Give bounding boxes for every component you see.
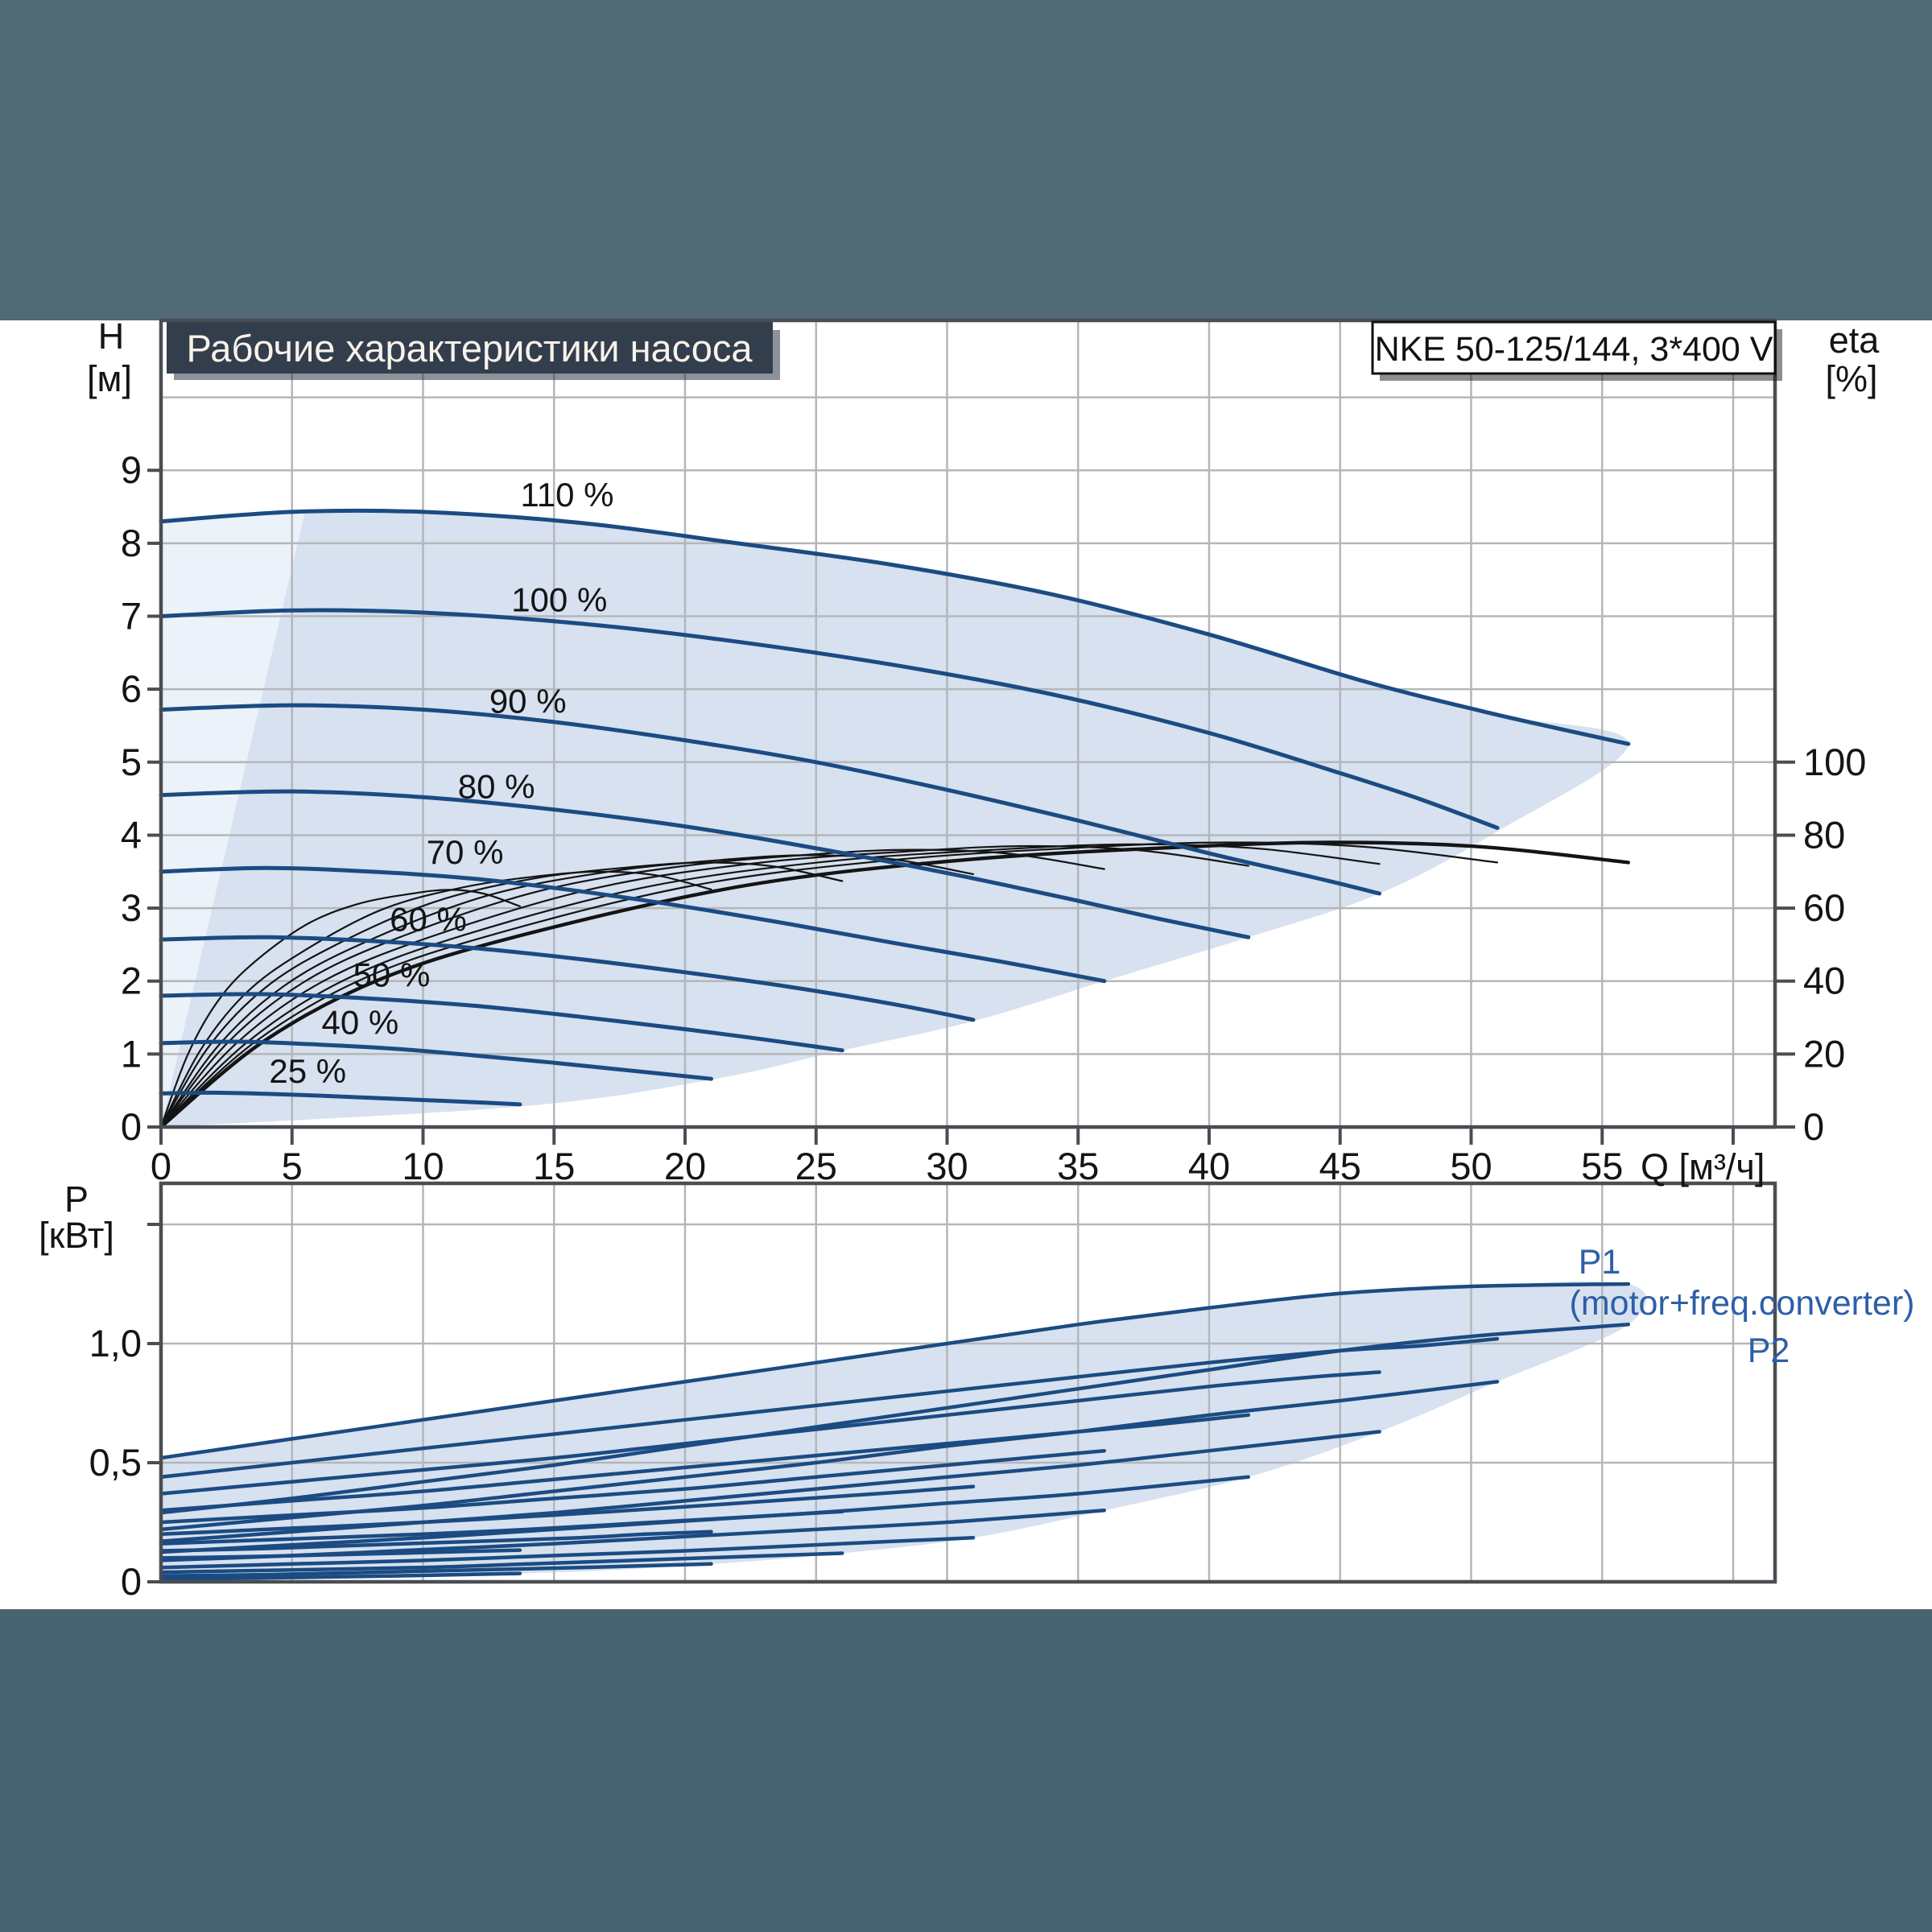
p1-curve-25% (159, 1548, 522, 1560)
p-tick-label: 0 (121, 1560, 142, 1603)
p1-curve-110% (159, 1282, 1631, 1460)
head-curve-110% (159, 508, 1631, 746)
pump-box-background (1371, 320, 1777, 375)
q-tick-label: 55 (1581, 1145, 1623, 1187)
eta-tick-label: 80 (1803, 813, 1845, 856)
efficiency-curve-50% (159, 861, 844, 1129)
p2-curve-50% (159, 1551, 844, 1575)
p1-curve-60% (159, 1484, 976, 1537)
eta-axis-unit: [%] (1825, 358, 1877, 399)
speed-label: 100 % (511, 581, 607, 619)
eta-axis-name: eta (1829, 320, 1880, 361)
eta-tick-label: 0 (1803, 1105, 1824, 1148)
p-axis-unit: [кВт] (39, 1215, 114, 1256)
p-tick-label: 0,5 (89, 1441, 142, 1484)
head-curve-90% (159, 703, 1382, 896)
p2-curve-25% (159, 1571, 522, 1581)
p2-curve-40% (159, 1562, 713, 1578)
p1-curve-100% (159, 1336, 1500, 1480)
h-axis-unit: [м] (87, 358, 132, 399)
q-tick-label: 30 (926, 1145, 968, 1187)
p1-curve-40% (159, 1530, 713, 1553)
power-chart: 0 0,5 1,0 (89, 1181, 1777, 1603)
p2-curve-60% (159, 1535, 976, 1570)
speed-label: 110 % (521, 476, 614, 514)
q-tick-label: 10 (402, 1145, 444, 1187)
operating-envelope-fill (161, 510, 1629, 1127)
h-tick-label: 2 (121, 960, 142, 1002)
efficiency-curve-60% (159, 854, 975, 1129)
p-tick-label: 1,0 (89, 1322, 142, 1364)
plot-border (159, 318, 1777, 1129)
bottom-background-band (0, 1609, 1932, 1932)
p1-curve-label: P1 (1579, 1243, 1621, 1282)
q-tick-label: 50 (1450, 1145, 1492, 1187)
low-flow-wedge-fill (161, 510, 306, 1127)
q-tick-label: 35 (1057, 1145, 1099, 1187)
top-background-band (0, 0, 1932, 320)
chart-title-box: Рабочие характеристики насоса (167, 322, 780, 380)
q-tick-label: 20 (664, 1145, 706, 1187)
speed-label: 80 % (458, 768, 535, 806)
q-tick-label: 5 (282, 1145, 303, 1187)
head-curve-50% (159, 992, 844, 1053)
efficiency-curve-80% (159, 844, 1249, 1129)
head-curve-70% (159, 865, 1107, 984)
q-tick-label: 0 (151, 1145, 171, 1187)
eta-tick-label: 40 (1803, 960, 1845, 1002)
chart-title: Рабочие характеристики насоса (187, 327, 753, 369)
eta-tick-label: 60 (1803, 886, 1845, 929)
h-tick-label: 6 (121, 667, 142, 710)
head-curve-25% (159, 1090, 522, 1107)
q-axis-label: Q [м³/ч] (1641, 1146, 1765, 1187)
speed-label: 90 % (489, 683, 567, 720)
h-tick-label: 4 (121, 813, 142, 856)
h-axis-name: H (98, 316, 125, 357)
p1-curve-80% (159, 1413, 1251, 1513)
head-curve-80% (159, 789, 1251, 939)
head-curve-100% (159, 608, 1500, 830)
p1-curve-50% (159, 1509, 844, 1546)
efficiency-curve-100% (159, 841, 1499, 1129)
speed-label: 25 % (269, 1052, 346, 1090)
p2-curve-label: P2 (1748, 1331, 1790, 1370)
p1-curve-70% (159, 1448, 1107, 1525)
efficiency-curve-25% (159, 889, 521, 1129)
q-tick-label: 25 (795, 1145, 837, 1187)
q-tick-label: 15 (533, 1145, 575, 1187)
p-axis-name: P (64, 1179, 89, 1220)
pump-type-label: NKE 50-125/144, 3*400 V (1375, 330, 1773, 369)
eta-tick-label: 100 (1803, 741, 1866, 783)
q-tick-label: 40 (1188, 1145, 1230, 1187)
head-curve-60% (159, 935, 976, 1022)
pump-type-box: NKE 50-125/144, 3*400 V (1371, 320, 1782, 381)
efficiency-curve-70% (159, 848, 1105, 1129)
h-tick-label: 5 (121, 741, 142, 783)
h-tick-label: 0 (121, 1105, 142, 1148)
h-tick-label: 9 (121, 448, 142, 491)
hq-chart: 0 5 10 15 20 25 30 35 40 45 50 55012345678902040608… (121, 318, 1866, 1187)
eta-tick-label: 20 (1803, 1032, 1845, 1075)
h-tick-label: 7 (121, 595, 142, 638)
p1-curve-90% (159, 1370, 1381, 1496)
efficiency-curve-40% (159, 870, 712, 1129)
head-curve-40% (159, 1039, 713, 1081)
speed-label: 60 % (390, 901, 467, 939)
speed-label: 40 % (322, 1003, 399, 1041)
p1-curve-sublabel: (motor+freq.converter) (1570, 1284, 1915, 1323)
h-tick-label: 3 (121, 886, 142, 929)
speed-label: 70 % (427, 833, 504, 871)
h-tick-label: 1 (121, 1032, 142, 1075)
h-tick-label: 8 (121, 522, 142, 564)
plot-border (159, 1181, 1777, 1584)
efficiency-curve-90% (159, 843, 1381, 1129)
q-tick-label: 45 (1319, 1145, 1361, 1187)
title-box-background (167, 322, 773, 374)
speed-label: 50 % (353, 956, 431, 993)
